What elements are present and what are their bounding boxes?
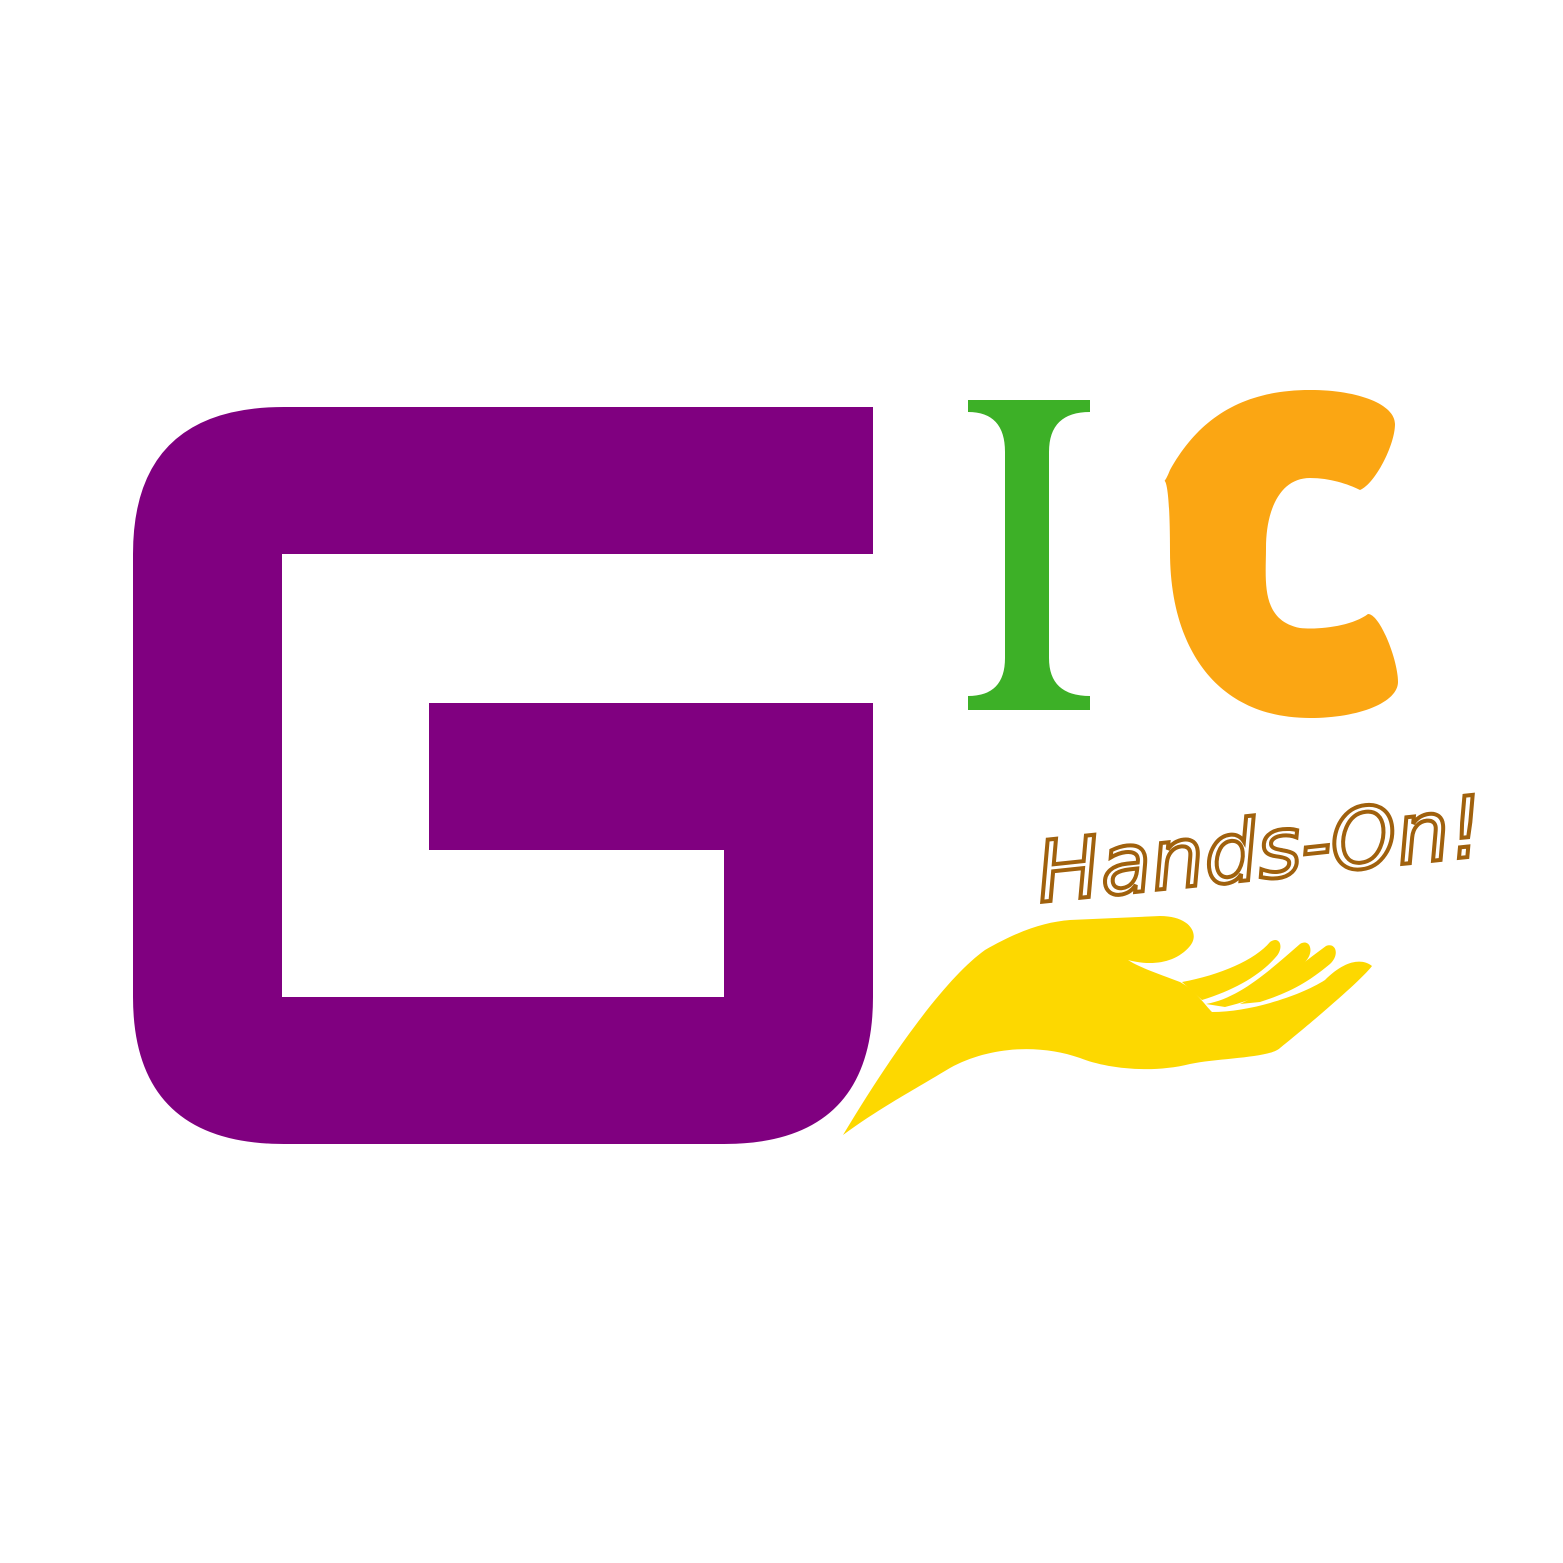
tagline-text: Hands-On! — [1032, 778, 1488, 922]
tagline: Hands-On! — [1030, 776, 1490, 924]
logo-letter-i — [968, 400, 1090, 710]
logo-letter-c — [1164, 390, 1398, 718]
logo-letter-g — [133, 407, 873, 1144]
open-hand-icon — [843, 916, 1372, 1135]
